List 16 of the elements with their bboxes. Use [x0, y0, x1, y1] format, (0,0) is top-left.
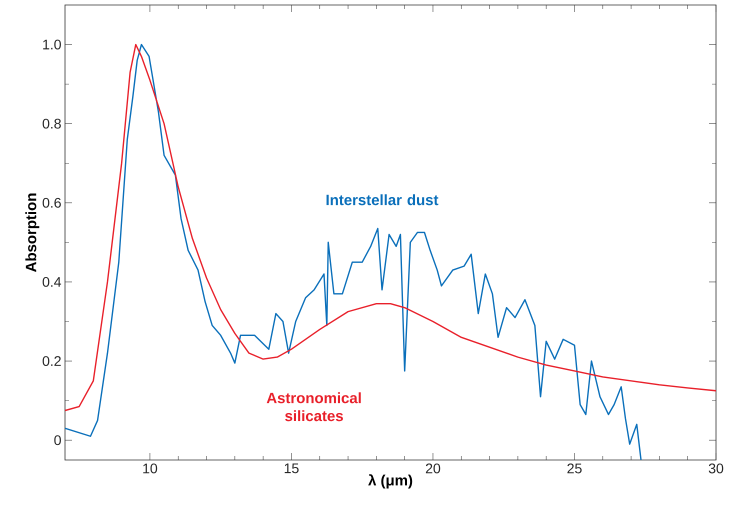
x-axis-title: λ (μm) [368, 474, 412, 489]
x-tick-label: 10 [143, 463, 158, 474]
x-tick-label: 15 [284, 464, 299, 474]
y-tick-label: 0.4 [42, 276, 62, 287]
text: Astronomical silicates [266, 392, 361, 422]
x-tick-label: 25 [567, 463, 582, 474]
y-tick-label: 0.6 [42, 198, 61, 208]
y-tick-label: 1.0 [43, 40, 61, 50]
x-tick-label: 20 [426, 463, 440, 474]
y-tick-label: 0 [54, 435, 61, 446]
x-tick-label: 30 [708, 463, 724, 474]
y-tick-label: 0.2 [42, 356, 61, 366]
y-tick-label: 0.8 [42, 118, 61, 129]
y-axis-title: Absorption [25, 194, 40, 272]
line-series [65, 44, 642, 460]
series-label: Interstellar dust [326, 194, 438, 206]
